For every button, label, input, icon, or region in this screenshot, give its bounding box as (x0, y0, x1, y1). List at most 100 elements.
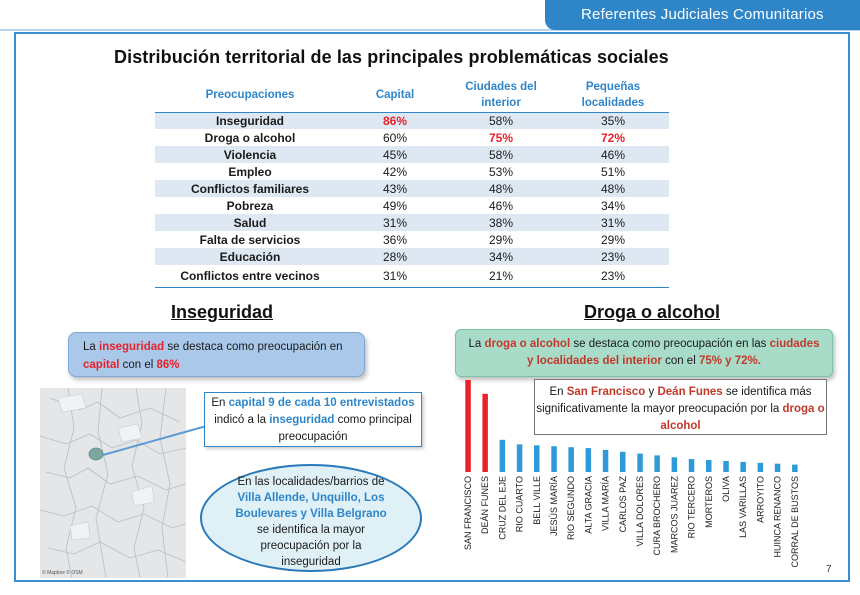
table-row: Conflictos entre vecinos 31% 21% 23% (155, 265, 669, 288)
ciudades-value: 34% (445, 248, 557, 265)
ciudades-value: 58% (445, 146, 557, 163)
inseguridad-heading: Inseguridad (171, 302, 274, 322)
chart-bar (534, 445, 540, 472)
ciudades-value: 46% (488, 198, 514, 213)
chart-bar (757, 462, 764, 472)
callout-keyword: 86% (156, 359, 180, 371)
chart-category-label: ALTA GRACIA (583, 476, 593, 534)
box-keyword: Deán Funes (657, 386, 723, 398)
ellipse-keyword: Villa Allende, Unquillo, Los Boulevares … (235, 492, 387, 520)
concerns-table: Preocupaciones Capital Ciudades del interio… (155, 78, 669, 288)
chart-category-label: JESÚS MARÍA (549, 476, 559, 536)
droga-callout: La droga o alcohol se destaca como preoc… (455, 329, 833, 377)
chart-category-label: CURA BROCHERO (652, 476, 662, 556)
concern-label: Droga o alcohol (204, 130, 296, 145)
ciudades-value: 21% (445, 265, 557, 288)
column-header-line: Preocupaciones (205, 88, 295, 101)
chart-category-label: VILLA MARÍA (601, 476, 611, 531)
capital-value: 60% (382, 130, 408, 145)
pequenas-value: 48% (557, 180, 669, 197)
chart-category-label: BELL VILLE (532, 476, 542, 525)
column-header-line: interior (481, 96, 521, 109)
map-graphic (40, 388, 186, 578)
callout-text: con el (119, 359, 157, 371)
ciudades-value: 53% (488, 164, 514, 179)
ciudades-value: 38% (445, 214, 557, 231)
chart-bar (602, 449, 609, 472)
chart-bar (774, 463, 781, 472)
column-header-line: Capital (375, 88, 415, 101)
concern-label: Pobreza (226, 198, 274, 213)
cordoba-map: © Mapbox © OSM (40, 388, 186, 578)
callout-keyword: droga o alcohol (484, 338, 571, 350)
droga-chart: SAN FRANCISCO DEÁN FUNES CRUZ DEL EJE RIO C… (455, 376, 815, 586)
capital-value: 31% (345, 265, 445, 288)
chart-bar (706, 460, 712, 472)
callout-text: La (468, 338, 485, 350)
ellipse-text: se identifica la mayor preocupación por … (256, 524, 366, 568)
table-row: Inseguridad 86% 58% 35% (155, 112, 669, 129)
chart-category-label: MARCOS JUAREZ (669, 476, 679, 554)
capital-marker (88, 447, 104, 461)
capital-value: 42% (382, 164, 408, 179)
table-row: Violencia 45% 58% 46% (155, 146, 669, 163)
callout-keyword: ciudades y localidades del interior (527, 338, 820, 367)
droga-heading: Droga o alcohol (584, 302, 721, 322)
box-keyword: San Francisco (566, 386, 646, 398)
box-text: En (211, 397, 229, 409)
ciudades-value: 58% (445, 112, 557, 129)
chart-category-label: OLIVA (721, 476, 731, 502)
page-number: 7 (826, 564, 832, 575)
chart-bar (723, 461, 729, 472)
column-header: Capital (345, 78, 445, 113)
table-row: Pobreza 49% 46% 34% (155, 197, 669, 214)
pequenas-value: 31% (557, 214, 669, 231)
chart-bar (637, 453, 643, 472)
header-title: Referentes Judiciales Comunitarios (545, 0, 860, 30)
chart-bar (568, 447, 574, 472)
concern-label: Inseguridad (155, 112, 345, 129)
callout-keyword: 75% y 72%. (698, 355, 761, 367)
box-text: y (645, 386, 658, 398)
chart-bar (792, 464, 798, 472)
chart-bar (551, 446, 557, 472)
map-copyright: © Mapbox © OSM (42, 570, 83, 576)
box-text: En (549, 386, 567, 398)
slide-title: Distribución territorial de las principa… (114, 47, 669, 67)
chart-category-label: ARROYITO (755, 476, 765, 523)
table-row: Conflictos familiares 43% 48% 48% (155, 180, 669, 197)
pequenas-value: 23% (557, 265, 669, 288)
chart-bar (482, 393, 488, 472)
column-header: Ciudades del interior (445, 78, 557, 113)
localidades-ellipse: En las localidades/barrios de Villa Alle… (200, 464, 422, 572)
chart-bar (465, 380, 471, 472)
chart-category-label: DEÁN FUNES (480, 476, 490, 534)
ellipse-text: En las localidades/barrios de (237, 476, 385, 488)
slide-frame (14, 32, 850, 582)
chart-category-label: CORRAL DE BUSTOS (790, 476, 800, 568)
capital-value: 31% (345, 214, 445, 231)
chart-category-label: SAN FRANCISCO (463, 476, 473, 550)
column-header: Preocupaciones (155, 78, 345, 113)
callout-text: se destaca como preocupación en (164, 341, 343, 353)
callout-text: con el (661, 355, 699, 367)
pequenas-value: 29% (600, 232, 626, 247)
chart-category-label: LAS VARILLAS (738, 476, 748, 538)
chart-bar (516, 444, 523, 472)
chart-category-label: RIO SEGUNDO (566, 476, 576, 540)
callout-keyword: capital (83, 359, 120, 371)
concern-label: Salud (155, 214, 345, 231)
box-text: se identifica más significativamente la … (536, 386, 812, 415)
table-row: Empleo 42% 53% 51% (155, 163, 669, 180)
chart-bar (671, 457, 678, 472)
pequenas-value: 51% (600, 164, 626, 179)
table-row: Falta de servicios 36% 29% 29% (155, 231, 669, 248)
sf-info-box: En San Francisco y Deán Funes se identif… (534, 379, 827, 435)
chart-category-label: RIO TERCERO (687, 476, 697, 538)
chart-bar (620, 451, 626, 472)
pequenas-value: 23% (557, 248, 669, 265)
capital-info-box: En capital 9 de cada 10 entrevistados in… (204, 392, 422, 447)
chart-svg: SAN FRANCISCO DEÁN FUNES CRUZ DEL EJE RIO C… (463, 380, 800, 568)
chart-category-label: HUINCA RENANCO (773, 476, 783, 558)
